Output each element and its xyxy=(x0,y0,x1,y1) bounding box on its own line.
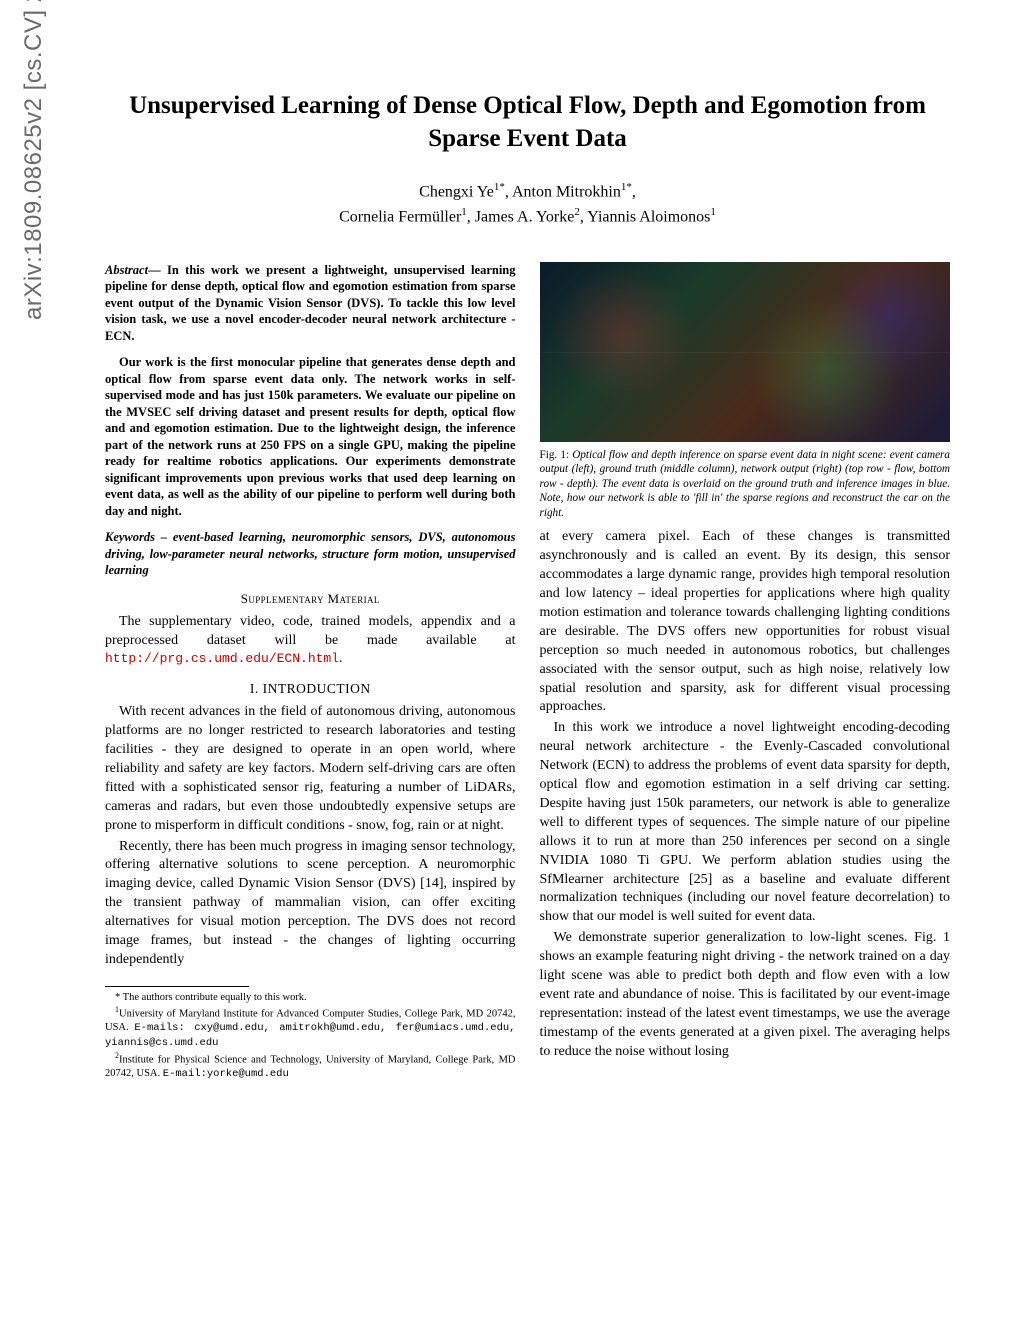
keywords-block: Keywords – event-based learning, neuromo… xyxy=(105,529,516,579)
page-container: Unsupervised Learning of Dense Optical F… xyxy=(0,0,1020,1122)
figure-1-caption-text: Optical flow and depth inference on spar… xyxy=(540,449,951,519)
figure-1-image xyxy=(540,262,951,442)
author-sep-1: , Anton Mitrokhin xyxy=(505,183,621,200)
supp-link[interactable]: http://prg.cs.umd.edu/ECN.html xyxy=(105,651,339,666)
intro-p2: Recently, there has been much progress i… xyxy=(105,838,516,970)
author-1-affil: 1* xyxy=(494,181,505,193)
abstract-p2-text: Our work is the first monocular pipeline… xyxy=(105,355,516,518)
author-3: Cornelia Fermüller xyxy=(339,209,461,226)
footnote-1: 1University of Maryland Institute for Ad… xyxy=(105,1005,516,1050)
figure-1-caption: Fig. 1: Optical flow and depth inference… xyxy=(540,448,951,521)
footnote-2-email-label: E-mail: xyxy=(163,1068,207,1080)
footnote-2: 2Institute for Physical Science and Tech… xyxy=(105,1051,516,1081)
section-1-heading: I. INTRODUCTION xyxy=(105,681,516,697)
two-column-layout: Abstract— In this work we present a ligh… xyxy=(105,262,950,1083)
footnotes-block: * The authors contribute equally to this… xyxy=(105,991,516,1082)
intro-p1: With recent advances in the field of aut… xyxy=(105,703,516,835)
author-sep-4: , Yiannis Aloimonos xyxy=(580,209,711,226)
supp-text-b: . xyxy=(339,651,343,666)
footnote-2-email: yorke@umd.edu xyxy=(207,1068,289,1080)
author-sep-3: , James A. Yorke xyxy=(467,209,575,226)
author-sep-2: , xyxy=(632,183,636,200)
figure-1: Fig. 1: Optical flow and depth inference… xyxy=(540,262,951,521)
arxiv-id: arXiv:1809.08625v2 [cs.CV] 25 Feb 2019 xyxy=(20,0,47,320)
abstract-label: Abstract xyxy=(105,263,148,277)
figure-1-label: Fig. 1: xyxy=(540,449,570,461)
right-p1: at every camera pixel. Each of these cha… xyxy=(540,528,951,717)
footnote-1-emails-label: E-mails: xyxy=(134,1022,194,1034)
intro-body: With recent advances in the field of aut… xyxy=(105,703,516,969)
arxiv-watermark: arXiv:1809.08625v2 [cs.CV] 25 Feb 2019 xyxy=(20,0,48,320)
right-p3: We demonstrate superior generalization t… xyxy=(540,929,951,1061)
author-5-affil: 1 xyxy=(710,206,716,218)
supp-text: The supplementary video, code, trained m… xyxy=(105,613,516,670)
abstract-p1: Abstract— In this work we present a ligh… xyxy=(105,262,516,345)
author-2-affil: 1* xyxy=(621,181,632,193)
footnote-rule xyxy=(105,986,249,987)
footnote-star-text: * The authors contribute equally to this… xyxy=(115,992,307,1003)
right-p2: In this work we introduce a novel lightw… xyxy=(540,719,951,927)
author-1: Chengxi Ye xyxy=(419,183,494,200)
supplementary-heading: Supplementary Material xyxy=(105,591,516,607)
abstract-block: Abstract— In this work we present a ligh… xyxy=(105,262,516,520)
left-column: Abstract— In this work we present a ligh… xyxy=(105,262,516,1083)
footnote-star: * The authors contribute equally to this… xyxy=(105,991,516,1004)
abstract-p1-text: — In this work we present a lightweight,… xyxy=(105,263,516,343)
paper-title: Unsupervised Learning of Dense Optical F… xyxy=(105,90,950,155)
abstract-p2: Our work is the first monocular pipeline… xyxy=(105,354,516,519)
supplementary-body: The supplementary video, code, trained m… xyxy=(105,613,516,670)
right-body: at every camera pixel. Each of these cha… xyxy=(540,528,951,1061)
right-column: Fig. 1: Optical flow and depth inference… xyxy=(540,262,951,1083)
supp-text-a: The supplementary video, code, trained m… xyxy=(105,614,516,648)
authors-block: Chengxi Ye1*, Anton Mitrokhin1*, Corneli… xyxy=(105,179,950,230)
